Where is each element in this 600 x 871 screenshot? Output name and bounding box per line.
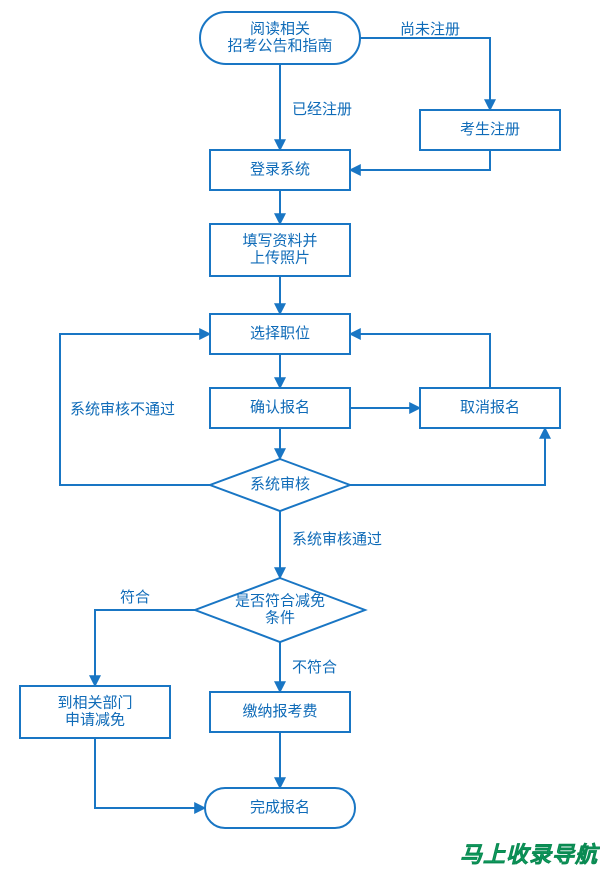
edge bbox=[350, 334, 490, 388]
node-cancel: 取消报名 bbox=[420, 388, 560, 428]
edge-label: 尚未注册 bbox=[400, 21, 460, 38]
node-label: 招考公告和指南 bbox=[227, 38, 332, 55]
node-pay: 缴纳报考费 bbox=[210, 692, 350, 732]
nodes-layer: 阅读相关招考公告和指南考生注册登录系统填写资料并上传照片选择职位确认报名 取消报名… bbox=[20, 12, 560, 828]
watermark: 马上收录导航 bbox=[460, 842, 600, 867]
node-start: 阅读相关招考公告和指南 bbox=[200, 12, 360, 64]
edge bbox=[95, 738, 205, 808]
node-label: 取消报名 bbox=[460, 399, 520, 416]
edge-label: 系统审核不通过 bbox=[70, 401, 175, 418]
node-label: 确认报名 bbox=[250, 399, 310, 416]
edge-label: 不符合 bbox=[292, 659, 337, 676]
node-label: 完成报名 bbox=[250, 799, 310, 816]
node-label: 到相关部门 bbox=[57, 694, 132, 711]
node-label: 上传照片 bbox=[250, 250, 310, 267]
edge-label: 系统审核通过 bbox=[292, 531, 382, 548]
node-fill: 填写资料并上传照片 bbox=[210, 224, 350, 276]
node-label: 考生注册 bbox=[460, 121, 520, 138]
node-waiver: 是否符合减免条件 bbox=[195, 578, 365, 642]
node-apply_waiver: 到相关部门申请减免 bbox=[20, 686, 170, 738]
node-label: 条件 bbox=[265, 610, 295, 627]
node-label: 申请减免 bbox=[65, 712, 125, 729]
edge-label: 已经注册 bbox=[292, 101, 352, 118]
edge-label: 符合 bbox=[120, 589, 150, 606]
edge bbox=[360, 38, 490, 110]
edge bbox=[350, 428, 545, 485]
node-label: 是否符合减免 bbox=[235, 592, 325, 609]
edge bbox=[95, 610, 195, 686]
node-label: 选择职位 bbox=[250, 325, 310, 342]
node-choose: 选择职位 bbox=[210, 314, 350, 354]
node-finish: 完成报名 bbox=[205, 788, 355, 828]
node-login: 登录系统 bbox=[210, 150, 350, 190]
node-label: 填写资料并 bbox=[242, 232, 317, 249]
edge bbox=[350, 150, 490, 170]
node-register: 考生注册 bbox=[420, 110, 560, 150]
node-label: 登录系统 bbox=[250, 161, 310, 178]
node-label: 缴纳报考费 bbox=[242, 703, 317, 720]
node-label: 系统审核 bbox=[250, 476, 310, 493]
node-audit: 系统审核 bbox=[210, 459, 350, 511]
node-confirm: 确认报名 bbox=[210, 388, 350, 428]
node-label: 阅读相关 bbox=[250, 20, 310, 37]
